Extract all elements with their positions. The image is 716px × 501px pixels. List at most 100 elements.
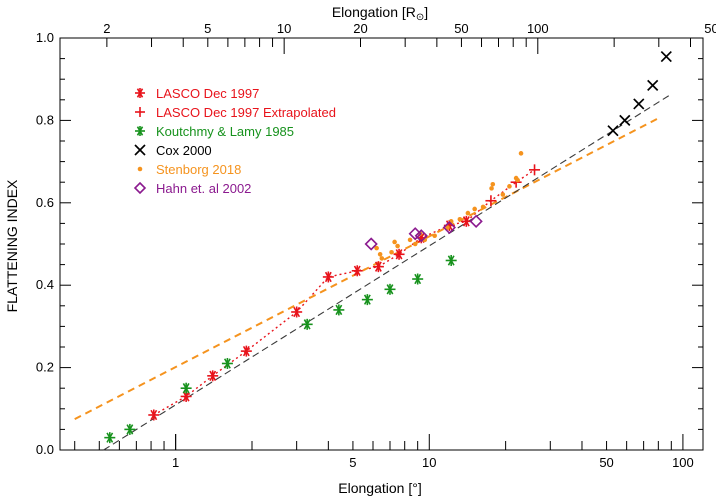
legend-marker-stroke [134,144,146,156]
fit-line-dashed-orange [74,117,659,420]
legend-label: Koutchmy & Lamy 1985 [156,124,294,139]
y-tick-label: 0.8 [36,112,54,127]
point-dot [518,151,524,156]
legend-marker [133,181,147,195]
point-dot [379,256,385,261]
point-dot [392,239,397,245]
point-star [372,261,384,273]
y-tick-label: 0.4 [36,277,54,292]
point-x-stroke [607,125,619,137]
plot-frame: 0.0 0.2 0.4 0.6 0.8 1.0 1 5 10 50 100 2 5 10 20 50 100 50… [36,21,716,470]
point-x-stroke [647,79,659,91]
point-star [361,294,373,306]
point-dot [507,184,512,189]
x2-tick-label: 5 [204,21,211,36]
point-dot [490,181,496,187]
legend-label: Hahn et. al 2002 [156,181,251,196]
series-5 [364,214,483,251]
point-dot [480,204,486,210]
series-1 [485,164,541,207]
x-axis-label: Elongation [°] [338,480,421,496]
legend: LASCO Dec 1997 LASCO Dec 1997 Extrapolate… [133,86,336,196]
point-star [445,254,457,266]
point-star [240,345,252,357]
y-tick-label: 0.6 [36,195,54,210]
point-x [660,50,672,63]
point-x [647,79,659,91]
point-diamond [414,229,428,243]
point-star [291,306,303,318]
point-star [124,423,136,435]
x2-tick-label: 10 [277,21,291,36]
point-dot [412,241,418,247]
y-tick-label: 1.0 [36,30,54,45]
legend-marker [135,107,145,117]
series-0 [148,215,472,421]
point-plus [529,164,541,176]
point-dot [457,216,463,222]
x-tick-label: 5 [349,455,356,470]
x2-axis-label: Elongation [R⊙] [332,4,428,23]
point-star [104,432,116,444]
point-star [322,271,334,283]
point-x [633,98,645,110]
legend-label: LASCO Dec 1997 [156,86,259,101]
legend-marker [135,88,145,98]
point-dot [500,192,506,197]
legend-marker [134,144,146,156]
x2-tick-label: 100 [527,21,549,36]
point-dot [374,245,379,251]
point-dot [515,177,520,183]
legend-marker [137,166,143,172]
point-star [393,248,405,260]
fit-line-dashed-black [103,95,670,451]
y-axis-label: FLATTENING INDEX [4,179,20,312]
x-tick-label: 10 [422,455,436,470]
legend-label: Cox 2000 [156,143,212,158]
x2-axis-label-main: Elongation [R [332,4,416,20]
x2-axis-label-sun: ⊙ [416,12,424,23]
point-star [221,357,233,369]
point-diamond [364,237,378,251]
point-star [148,409,160,421]
point-dot [389,249,394,255]
point-star [384,283,396,295]
point-dot [395,243,400,249]
point-diamond [469,214,483,228]
point-dot [465,210,471,216]
legend-marker [135,126,145,136]
point-star [207,370,219,382]
data-marks [104,50,672,444]
point-dot [489,186,494,191]
series-4 [374,151,524,261]
point-star [333,304,345,316]
x2-tick-label: 20 [353,21,367,36]
point-diamond [442,220,456,235]
x2-tick-label: 2 [103,21,110,36]
point-x-stroke [660,50,672,63]
series-2 [104,254,457,444]
y-tick-label: 0.2 [36,360,54,375]
point-x [607,125,619,137]
point-plus [485,195,497,207]
x2-axis-label-close: ] [424,4,428,20]
legend-label: Stenborg 2018 [156,162,241,177]
point-dot [432,233,437,239]
x2-tick-label: 500 [704,21,716,36]
point-x-stroke [619,114,631,127]
point-dot [377,252,383,257]
point-x-stroke [633,98,645,110]
point-dot [445,225,450,230]
point-dot [407,237,413,243]
point-star [412,273,424,285]
point-x [619,114,631,127]
x2-tick-label: 50 [454,21,468,36]
point-star [301,318,313,330]
legend-label: LASCO Dec 1997 Extrapolated [156,105,336,120]
x-tick-label: 50 [599,455,613,470]
x-tick-label: 100 [672,455,694,470]
point-star [351,265,363,277]
y-tick-label: 0.0 [36,442,54,457]
point-star [180,382,192,394]
